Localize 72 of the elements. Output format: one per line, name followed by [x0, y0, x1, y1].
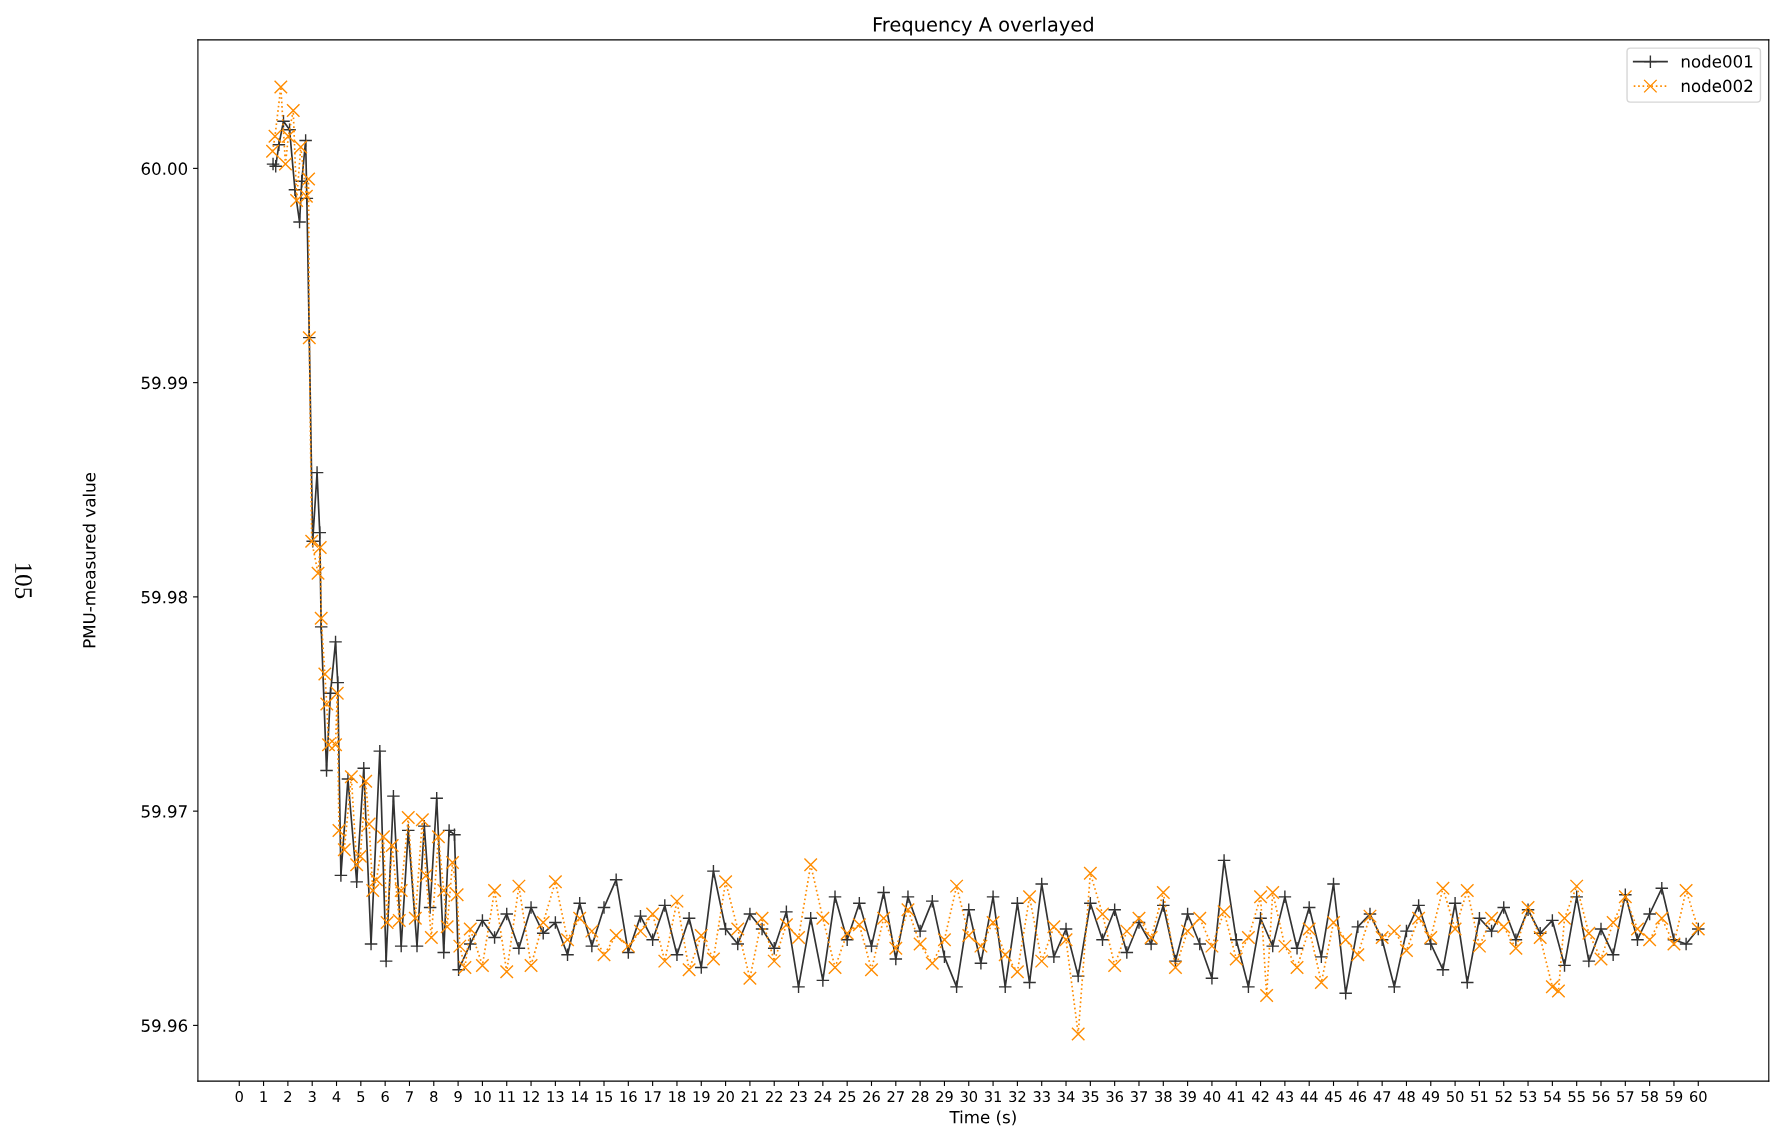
x-tick-label: 27 [887, 1091, 904, 1102]
x-tick-label: 42 [1252, 1091, 1269, 1102]
x-tick-label: 17 [644, 1091, 661, 1102]
x-tick-label: 51 [1471, 1091, 1488, 1103]
x-tick-label: 38 [1155, 1091, 1172, 1103]
x-tick-label: 31 [984, 1091, 1002, 1103]
x-tick-label: 47 [1373, 1091, 1391, 1102]
x-tick-label: 22 [766, 1091, 783, 1102]
x-tick-label: 18 [669, 1091, 686, 1103]
x-tick-label: 8 [430, 1091, 438, 1103]
x-tick-label: 48 [1397, 1091, 1415, 1103]
x-tick-label: 30 [960, 1091, 978, 1103]
x-tick-label: 44 [1300, 1091, 1318, 1102]
x-tick-label: 50 [1446, 1091, 1464, 1103]
x-tick-label: 54 [1544, 1091, 1561, 1103]
x-tick-label: 37 [1130, 1091, 1148, 1103]
x-tick-label: 57 [1617, 1091, 1634, 1103]
chart-title: Frequency A overlayed [873, 16, 1093, 36]
x-tick-label: 4 [332, 1091, 341, 1102]
x-tick-label: 33 [1033, 1091, 1050, 1103]
x-tick-label: 46 [1349, 1091, 1367, 1103]
y-tick-label: 59.99 [141, 376, 188, 390]
x-tick-label: 35 [1082, 1091, 1099, 1103]
x-tick-label: 60 [1690, 1091, 1707, 1103]
y-axis-title: PMU-measured value [82, 472, 96, 648]
x-tick-label: 41 [1227, 1091, 1245, 1102]
x-tick-label: 32 [1009, 1091, 1026, 1103]
x-tick-label: 45 [1324, 1091, 1342, 1103]
x-tick-label: 26 [863, 1091, 880, 1103]
x-tick-label: 2 [284, 1091, 292, 1102]
legend-label: node002 [1681, 79, 1753, 93]
x-tick-label: 34 [1057, 1091, 1075, 1103]
x-tick-label: 40 [1203, 1091, 1221, 1103]
x-tick-label: 59 [1665, 1091, 1683, 1103]
x-tick-label: 16 [620, 1091, 637, 1103]
x-tick-label: 53 [1519, 1091, 1537, 1103]
x-tick-label: 14 [572, 1091, 589, 1102]
x-tick-label: 39 [1179, 1091, 1196, 1103]
x-tick-label: 1 [260, 1091, 267, 1102]
x-tick-label: 55 [1568, 1091, 1585, 1103]
x-tick-label: 12 [523, 1091, 539, 1102]
x-tick-label: 21 [741, 1091, 758, 1102]
x-tick-label: 58 [1641, 1091, 1658, 1103]
text: 105 [15, 563, 32, 599]
x-tick-label: 24 [814, 1091, 832, 1102]
x-tick-label: 23 [790, 1091, 807, 1103]
x-tick-label: 20 [717, 1091, 734, 1103]
x-tick-label: 19 [693, 1091, 710, 1103]
y-tick-label: 59.96 [141, 1019, 188, 1032]
x-tick-label: 43 [1276, 1091, 1293, 1103]
x-axis-title: Time (s) [949, 1110, 1016, 1126]
x-tick-label: 6 [381, 1091, 389, 1103]
x-tick-label: 13 [547, 1091, 564, 1103]
x-tick-label: 9 [454, 1091, 462, 1103]
legend-label: node001 [1681, 54, 1753, 68]
x-tick-label: 29 [936, 1091, 953, 1103]
x-tick-label: 15 [596, 1091, 613, 1103]
x-tick-label: 0 [235, 1091, 243, 1103]
x-tick-label: 25 [838, 1091, 856, 1103]
x-tick-label: 5 [357, 1091, 365, 1103]
x-tick-label: 49 [1422, 1091, 1440, 1103]
x-tick-label: 28 [911, 1091, 929, 1103]
x-tick-label: 7 [406, 1091, 413, 1102]
x-tick-label: 3 [308, 1091, 316, 1103]
x-tick-label: 36 [1106, 1091, 1124, 1103]
y-tick-label: 59.97 [141, 805, 187, 818]
y-tick-label: 60.00 [141, 162, 188, 175]
x-tick-label: 52 [1495, 1091, 1512, 1103]
x-tick-label: 11 [499, 1091, 515, 1102]
x-tick-label: 10 [474, 1091, 491, 1103]
y-tick-label: 59.98 [141, 590, 188, 604]
x-tick-label: 56 [1592, 1091, 1610, 1103]
